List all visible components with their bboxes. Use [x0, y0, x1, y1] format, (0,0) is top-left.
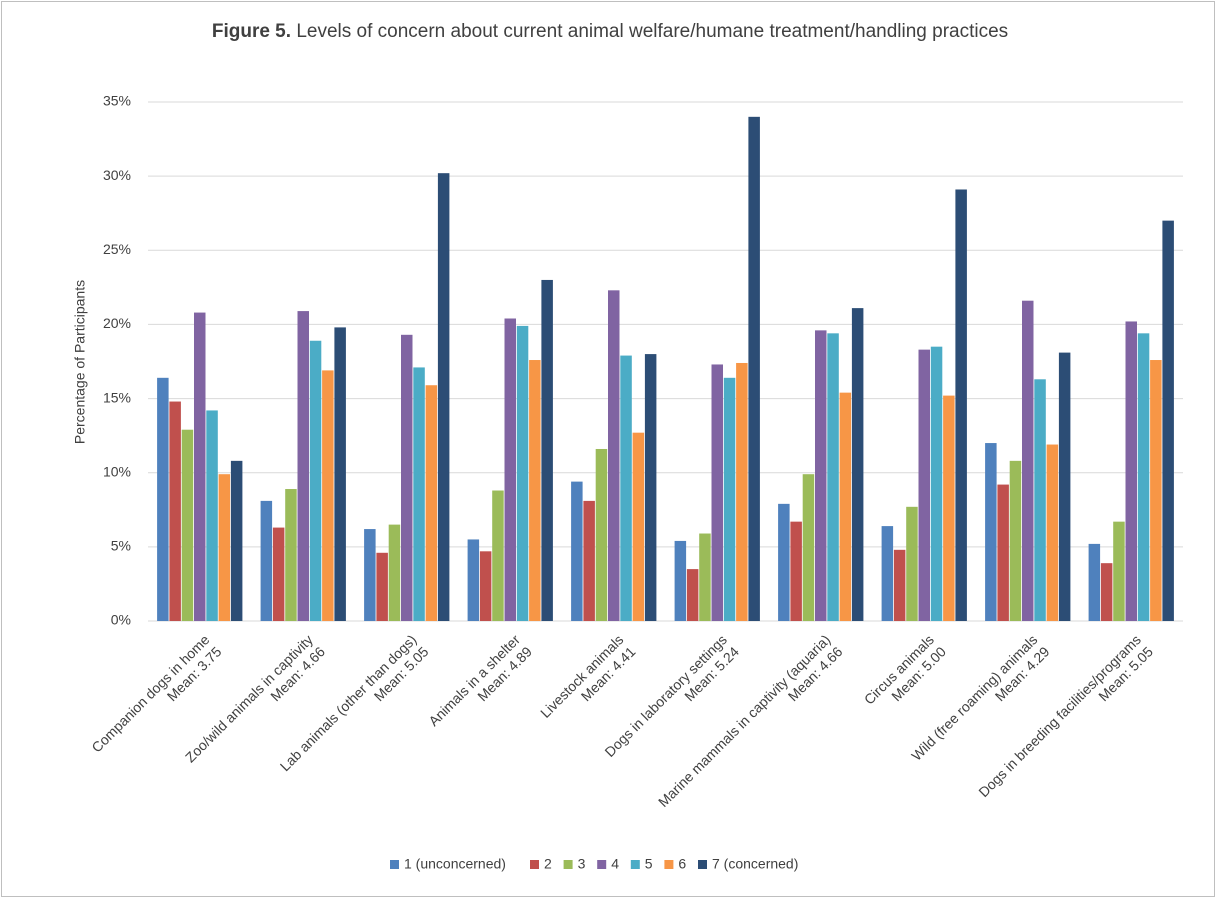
legend-label: 5	[645, 856, 653, 872]
bar	[583, 500, 595, 621]
legend-swatch	[563, 860, 573, 869]
bar	[206, 410, 218, 621]
y-tick-label: 20%	[103, 315, 131, 331]
bar	[1137, 333, 1150, 621]
legend-label: 6	[678, 856, 686, 872]
bar	[723, 377, 736, 621]
bar	[778, 503, 790, 621]
bar	[260, 500, 273, 621]
y-tick-label: 10%	[103, 463, 131, 479]
y-tick-label: 0%	[111, 612, 131, 628]
legend-label: 3	[578, 856, 586, 872]
legend-label: 1 (unconcerned)	[404, 856, 506, 872]
legend-swatch	[597, 860, 607, 869]
bar	[492, 490, 504, 621]
bar	[467, 539, 480, 621]
legend-swatch	[698, 860, 707, 869]
bar	[595, 448, 608, 621]
bar	[1100, 563, 1113, 621]
bar	[736, 362, 748, 621]
legend-label: 2	[544, 856, 552, 872]
bar	[748, 116, 760, 621]
bar	[881, 526, 894, 621]
bar	[218, 474, 231, 621]
bar	[1088, 543, 1101, 621]
chart-title: Figure 5. Levels of concern about curren…	[212, 21, 1008, 42]
legend-label: 7 (concerned)	[712, 856, 798, 872]
bar	[608, 290, 620, 621]
bar	[644, 354, 657, 621]
bar	[686, 569, 699, 621]
bar	[571, 481, 583, 621]
y-tick-label: 35%	[103, 93, 131, 109]
bar	[334, 327, 346, 621]
bar	[815, 330, 827, 621]
bar	[918, 349, 930, 621]
legend-swatch	[390, 860, 399, 869]
y-tick-label: 15%	[103, 389, 131, 405]
bar	[1034, 379, 1046, 621]
bar	[943, 395, 955, 621]
bar	[632, 432, 645, 621]
bar	[997, 484, 1009, 621]
bar	[437, 173, 450, 622]
bar	[479, 551, 492, 621]
bar	[157, 377, 169, 621]
bar	[1113, 521, 1125, 621]
y-axis-label: Percentage of Participants	[72, 280, 88, 444]
legend-label: 4	[611, 856, 619, 872]
bar	[893, 549, 906, 621]
bar	[1162, 220, 1174, 621]
bar	[425, 385, 438, 621]
bar	[309, 340, 322, 621]
bar	[181, 429, 194, 621]
legend-swatch	[664, 860, 674, 869]
legend-swatch	[630, 860, 640, 869]
bar	[504, 318, 516, 621]
bar	[790, 521, 802, 621]
bar	[388, 524, 401, 621]
bar	[930, 346, 943, 621]
y-tick-label: 5%	[111, 538, 131, 554]
legend-swatch	[530, 860, 539, 869]
bar	[364, 529, 376, 621]
bar	[194, 312, 206, 621]
bar	[272, 527, 285, 621]
bar	[906, 506, 918, 621]
bar	[699, 533, 711, 621]
bar	[541, 279, 553, 621]
bar	[851, 308, 864, 621]
bar	[1150, 360, 1162, 621]
bar	[985, 443, 997, 621]
bar	[1022, 300, 1034, 621]
bar	[711, 364, 723, 621]
bar	[376, 552, 388, 621]
title-text: Levels of concern about current animal w…	[296, 21, 1008, 42]
bar	[1125, 321, 1137, 621]
bar	[620, 355, 632, 621]
y-tick-label: 25%	[103, 241, 131, 257]
bar	[413, 367, 425, 621]
bar	[322, 370, 334, 621]
y-tick-label: 30%	[103, 167, 131, 183]
bar	[285, 489, 297, 621]
bar	[1058, 352, 1071, 621]
bar	[827, 333, 839, 621]
bar	[1046, 444, 1059, 621]
bar	[802, 474, 815, 621]
bar	[297, 311, 309, 621]
title-label: Figure 5.	[212, 21, 291, 42]
bar	[674, 540, 687, 621]
bar	[169, 401, 181, 621]
bar	[529, 360, 541, 621]
bar	[955, 189, 967, 621]
bar	[839, 392, 852, 621]
bar	[230, 460, 243, 621]
bar	[401, 334, 413, 621]
bar	[516, 325, 529, 621]
bar	[1009, 460, 1022, 621]
